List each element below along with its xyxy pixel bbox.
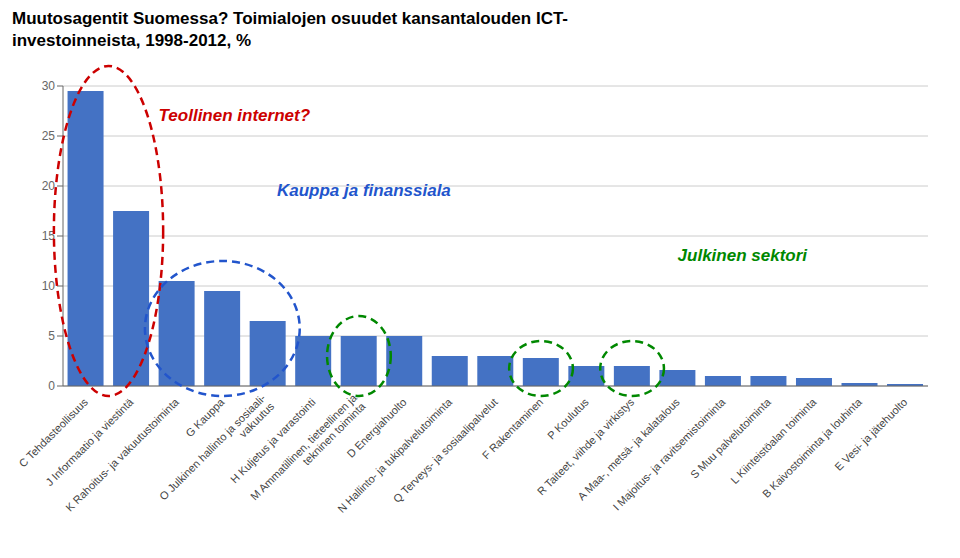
svg-text:30: 30	[42, 79, 56, 93]
svg-text:15: 15	[42, 229, 56, 243]
svg-text:25: 25	[42, 129, 56, 143]
svg-text:Teollinen internet?: Teollinen internet?	[159, 106, 311, 125]
svg-text:L Kiinteistöalan toiminta: L Kiinteistöalan toiminta	[728, 395, 819, 486]
svg-text:5: 5	[48, 329, 55, 343]
svg-text:20: 20	[42, 179, 56, 193]
svg-text:0: 0	[48, 379, 55, 393]
svg-text:Julkinen sektori: Julkinen sektori	[678, 246, 809, 265]
svg-text:Kauppa ja finanssiala: Kauppa ja finanssiala	[277, 181, 451, 200]
svg-text:E Vesi- ja jätehuolto: E Vesi- ja jätehuolto	[832, 396, 909, 473]
svg-text:F Rakentaminen: F Rakentaminen	[480, 396, 546, 462]
svg-text:S Muu palvelutoiminta: S Muu palvelutoiminta	[688, 395, 774, 481]
svg-text:J Informaatio ja viestintä: J Informaatio ja viestintä	[43, 395, 136, 488]
svg-text:10: 10	[42, 279, 56, 293]
svg-text:P Koulutus: P Koulutus	[545, 395, 591, 441]
